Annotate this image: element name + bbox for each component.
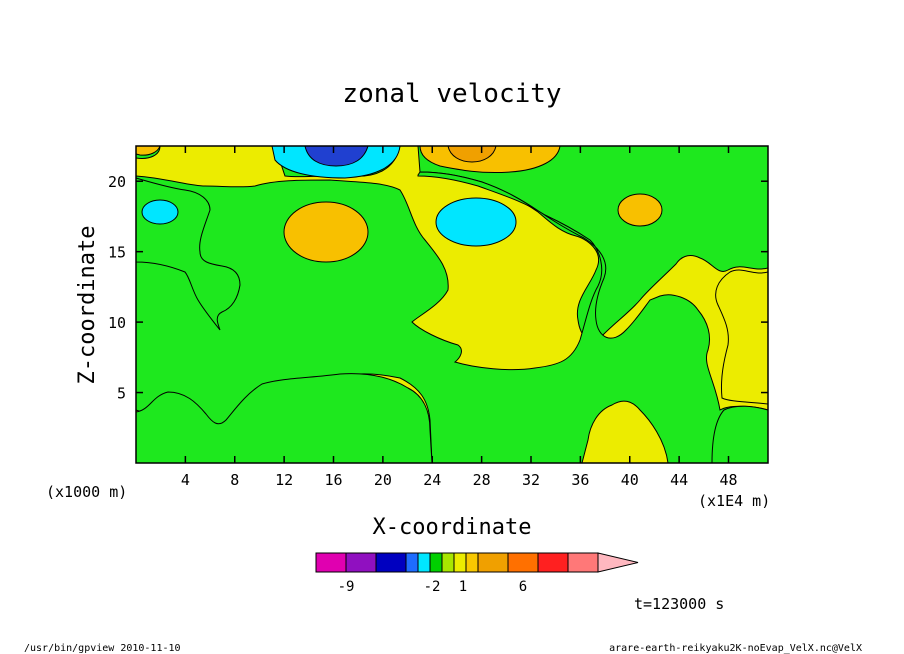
orange-blob-right	[617, 193, 663, 227]
x-tick-label: 48	[719, 471, 737, 489]
dark-orange-region-top	[447, 146, 497, 163]
x-tick-label: 12	[275, 471, 293, 489]
colorbar-swatch	[477, 552, 509, 573]
colorbar-arrow	[597, 552, 639, 573]
blue-region-top	[304, 146, 369, 167]
x-tick-label: 36	[571, 471, 589, 489]
orange-blob-center	[283, 201, 369, 263]
footer-left: /usr/bin/gpview 2010-11-10	[24, 643, 181, 654]
y-tick-label: 20	[108, 173, 126, 191]
x-tick-label: 28	[473, 471, 491, 489]
colorbar-tick-label: -9	[338, 579, 355, 595]
cyan-blob-center	[435, 197, 517, 247]
plot-frame	[135, 145, 769, 464]
x-axis: 4 8 12 16 20 24 28 32 36 40 44 48	[181, 146, 738, 489]
green-region-bottom-left	[136, 373, 433, 463]
x-scale-label: (x1E4 m)	[698, 492, 770, 510]
footer-right: arare-earth-reikyaku2K-noEvap_VelX.nc@Ve…	[609, 643, 862, 654]
contour-plot	[136, 146, 768, 463]
colorbar-swatch	[375, 552, 407, 573]
colorbar-tick-label: -2	[424, 579, 441, 595]
colorbar-tick-label: 1	[459, 579, 467, 595]
x-tick-label: 8	[230, 471, 239, 489]
y-tick-label: 10	[108, 314, 126, 332]
x-tick-label: 24	[423, 471, 441, 489]
colorbar-swatch	[417, 552, 431, 573]
colorbar-swatch	[567, 552, 599, 573]
y-axis: 5 10 15 20	[108, 173, 768, 403]
x-tick-label: 40	[621, 471, 639, 489]
y-tick-label: 15	[108, 244, 126, 262]
yellow-island-right	[715, 269, 768, 405]
colorbar-tick-label: 6	[519, 579, 527, 595]
chart-title: zonal velocity	[342, 79, 561, 109]
colorbar-swatch	[507, 552, 539, 573]
x-tick-label: 44	[670, 471, 688, 489]
x-tick-label: 16	[324, 471, 342, 489]
green-region-bottom-right	[711, 405, 768, 463]
y-tick-label: 5	[117, 385, 126, 403]
x-axis-label: X-coordinate	[373, 515, 532, 540]
colorbar-swatch	[537, 552, 569, 573]
colorbar: -9 -2 1 6	[315, 552, 639, 595]
colorbar-swatch	[453, 552, 467, 573]
cyan-blob-left	[141, 199, 179, 225]
colorbar-swatch	[405, 552, 419, 573]
colorbar-swatch	[441, 552, 455, 573]
x-tick-label: 20	[374, 471, 392, 489]
y-axis-label: Z-coordinate	[75, 226, 100, 385]
x-unit-label: (x1000 m)	[46, 483, 127, 501]
colorbar-swatch	[429, 552, 443, 573]
colorbar-swatch	[315, 552, 347, 573]
x-tick-label: 4	[181, 471, 190, 489]
colorbar-swatch	[465, 552, 479, 573]
time-label: t=123000 s	[634, 595, 724, 613]
colorbar-swatch	[345, 552, 377, 573]
x-tick-label: 32	[522, 471, 540, 489]
